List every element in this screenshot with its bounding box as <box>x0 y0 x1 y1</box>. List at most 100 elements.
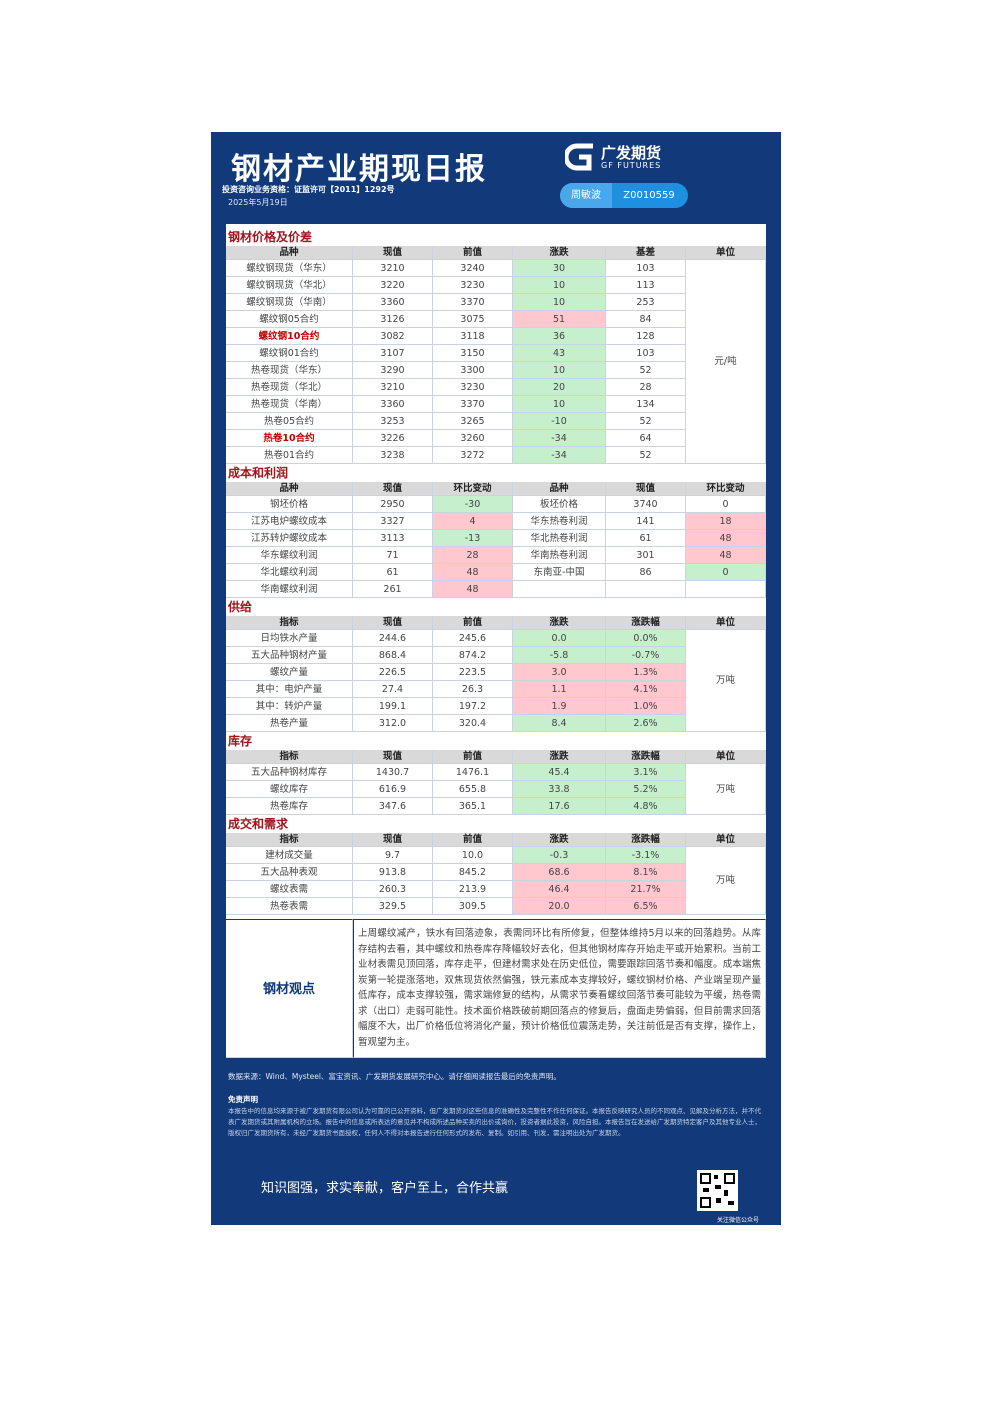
header-cell: 指标 <box>226 616 353 630</box>
table-cell: 3360 <box>353 396 433 413</box>
table-cell: 103 <box>606 260 686 277</box>
table-cell: 东南亚-中国 <box>513 564 606 581</box>
table-cell: 9.7 <box>353 847 433 864</box>
viewpoint-text: 上周螺纹减产，铁水有回落迹象，表需同环比有所修复，但整体维持5月以来的回落趋势。… <box>353 919 766 1058</box>
table-cell: 51 <box>513 311 606 328</box>
row-label: 螺纹钢10合约 <box>226 328 353 345</box>
table-cell: 0 <box>686 496 766 513</box>
table-cell: 3370 <box>433 396 513 413</box>
table-cell: 1430.7 <box>353 764 433 781</box>
header-cell: 品种 <box>226 246 353 260</box>
table-cell: 1.1 <box>513 681 606 698</box>
header-cell: 单位 <box>686 833 766 847</box>
row-label: 江苏转炉螺纹成本 <box>226 530 353 547</box>
table-cell: 245.6 <box>433 630 513 647</box>
table-cell: 0 <box>686 564 766 581</box>
logo-mark <box>565 143 593 171</box>
table-cell: 3240 <box>433 260 513 277</box>
viewpoint-label: 钢材观点 <box>226 919 353 1058</box>
report-panel: 钢材产业期现日报 投资咨询业务资格：证监许可【2011】1292号 2025年5… <box>211 132 781 1225</box>
table-cell: 3150 <box>433 345 513 362</box>
row-label: 螺纹钢现货（华北） <box>226 277 353 294</box>
table-cell: 6.5% <box>606 898 686 915</box>
table-cell: 1476.1 <box>433 764 513 781</box>
row-label: 热卷现货（华东） <box>226 362 353 379</box>
table-cell: 365.1 <box>433 798 513 815</box>
analyst-id: Z0010559 <box>623 190 675 201</box>
row-label: 热卷表需 <box>226 898 353 915</box>
table-cell: 616.9 <box>353 781 433 798</box>
header-cell: 现值 <box>606 482 686 496</box>
row-label: 螺纹库存 <box>226 781 353 798</box>
row-label: 热卷01合约 <box>226 447 353 464</box>
table-cell: 213.9 <box>433 881 513 898</box>
table-cell: -34 <box>513 447 606 464</box>
table-cell: 4 <box>433 513 513 530</box>
row-label: 钢坯价格 <box>226 496 353 513</box>
table-cell: 61 <box>606 530 686 547</box>
table-cell: 20 <box>513 379 606 396</box>
header-cell: 涨跌 <box>513 616 606 630</box>
table-cell: 71 <box>353 547 433 564</box>
table-cell: 103 <box>606 345 686 362</box>
header-cell: 前值 <box>433 833 513 847</box>
table-cell: 2.6% <box>606 715 686 732</box>
header-cell: 现值 <box>353 833 433 847</box>
header-cell: 环比变动 <box>686 482 766 496</box>
row-label: 五大品种表观 <box>226 864 353 881</box>
header-cell: 前值 <box>433 246 513 260</box>
row-label: 螺纹钢05合约 <box>226 311 353 328</box>
header-cell: 环比变动 <box>433 482 513 496</box>
header-cell: 现值 <box>353 750 433 764</box>
table-cell: 260.3 <box>353 881 433 898</box>
table-cell: 3107 <box>353 345 433 362</box>
license: 投资咨询业务资格：证监许可【2011】1292号 <box>222 185 395 194</box>
table-cell: 3300 <box>433 362 513 379</box>
table-cell: 10 <box>513 294 606 311</box>
table-cell: 3253 <box>353 413 433 430</box>
table-cell: 1.0% <box>606 698 686 715</box>
table-cell: 3.0 <box>513 664 606 681</box>
table-cell: 48 <box>686 547 766 564</box>
row-label: 螺纹产量 <box>226 664 353 681</box>
header-cell: 现值 <box>353 616 433 630</box>
table-cell: 128 <box>606 328 686 345</box>
table-cell: 28 <box>433 547 513 564</box>
table-cell: -34 <box>513 430 606 447</box>
header-cell: 现值 <box>353 246 433 260</box>
header-cell: 涨跌 <box>513 246 606 260</box>
table-cell: 301 <box>606 547 686 564</box>
table-cell: 52 <box>606 362 686 379</box>
unit-cell: 万吨 <box>686 847 766 915</box>
table-cell: 3118 <box>433 328 513 345</box>
table-cell: 48 <box>433 564 513 581</box>
table-cell: 10 <box>513 396 606 413</box>
table-cell: 3210 <box>353 260 433 277</box>
table-cell: 46.4 <box>513 881 606 898</box>
header-cell: 单位 <box>686 246 766 260</box>
analyst-pill: 周敏波 Z0010559 <box>560 183 688 208</box>
table-cell: 52 <box>606 413 686 430</box>
table-cell: 329.5 <box>353 898 433 915</box>
table-cell: -13 <box>433 530 513 547</box>
unit-cell: 万吨 <box>686 764 766 815</box>
table-cell: -30 <box>433 496 513 513</box>
table-cell: 33.8 <box>513 781 606 798</box>
table-cell: 43 <box>513 345 606 362</box>
table-cell: 10 <box>513 277 606 294</box>
table-cell: 61 <box>353 564 433 581</box>
table-cell: 3226 <box>353 430 433 447</box>
table-cell: 华北热卷利润 <box>513 530 606 547</box>
table-cell: 3260 <box>433 430 513 447</box>
row-label: 螺纹钢现货（华南） <box>226 294 353 311</box>
row-label: 江苏电炉螺纹成本 <box>226 513 353 530</box>
table-cell: 5.2% <box>606 781 686 798</box>
header-cell: 前值 <box>433 616 513 630</box>
disclaimer: 本报告中的信息均来源于被广发期货有限公司认为可靠的已公开资料，但广发期货对这些信… <box>228 1107 761 1137</box>
table-cell: 141 <box>606 513 686 530</box>
table-cell: 10.0 <box>433 847 513 864</box>
header-cell: 涨跌幅 <box>606 750 686 764</box>
row-label: 五大品种钢材产量 <box>226 647 353 664</box>
empty-cell <box>686 581 766 598</box>
